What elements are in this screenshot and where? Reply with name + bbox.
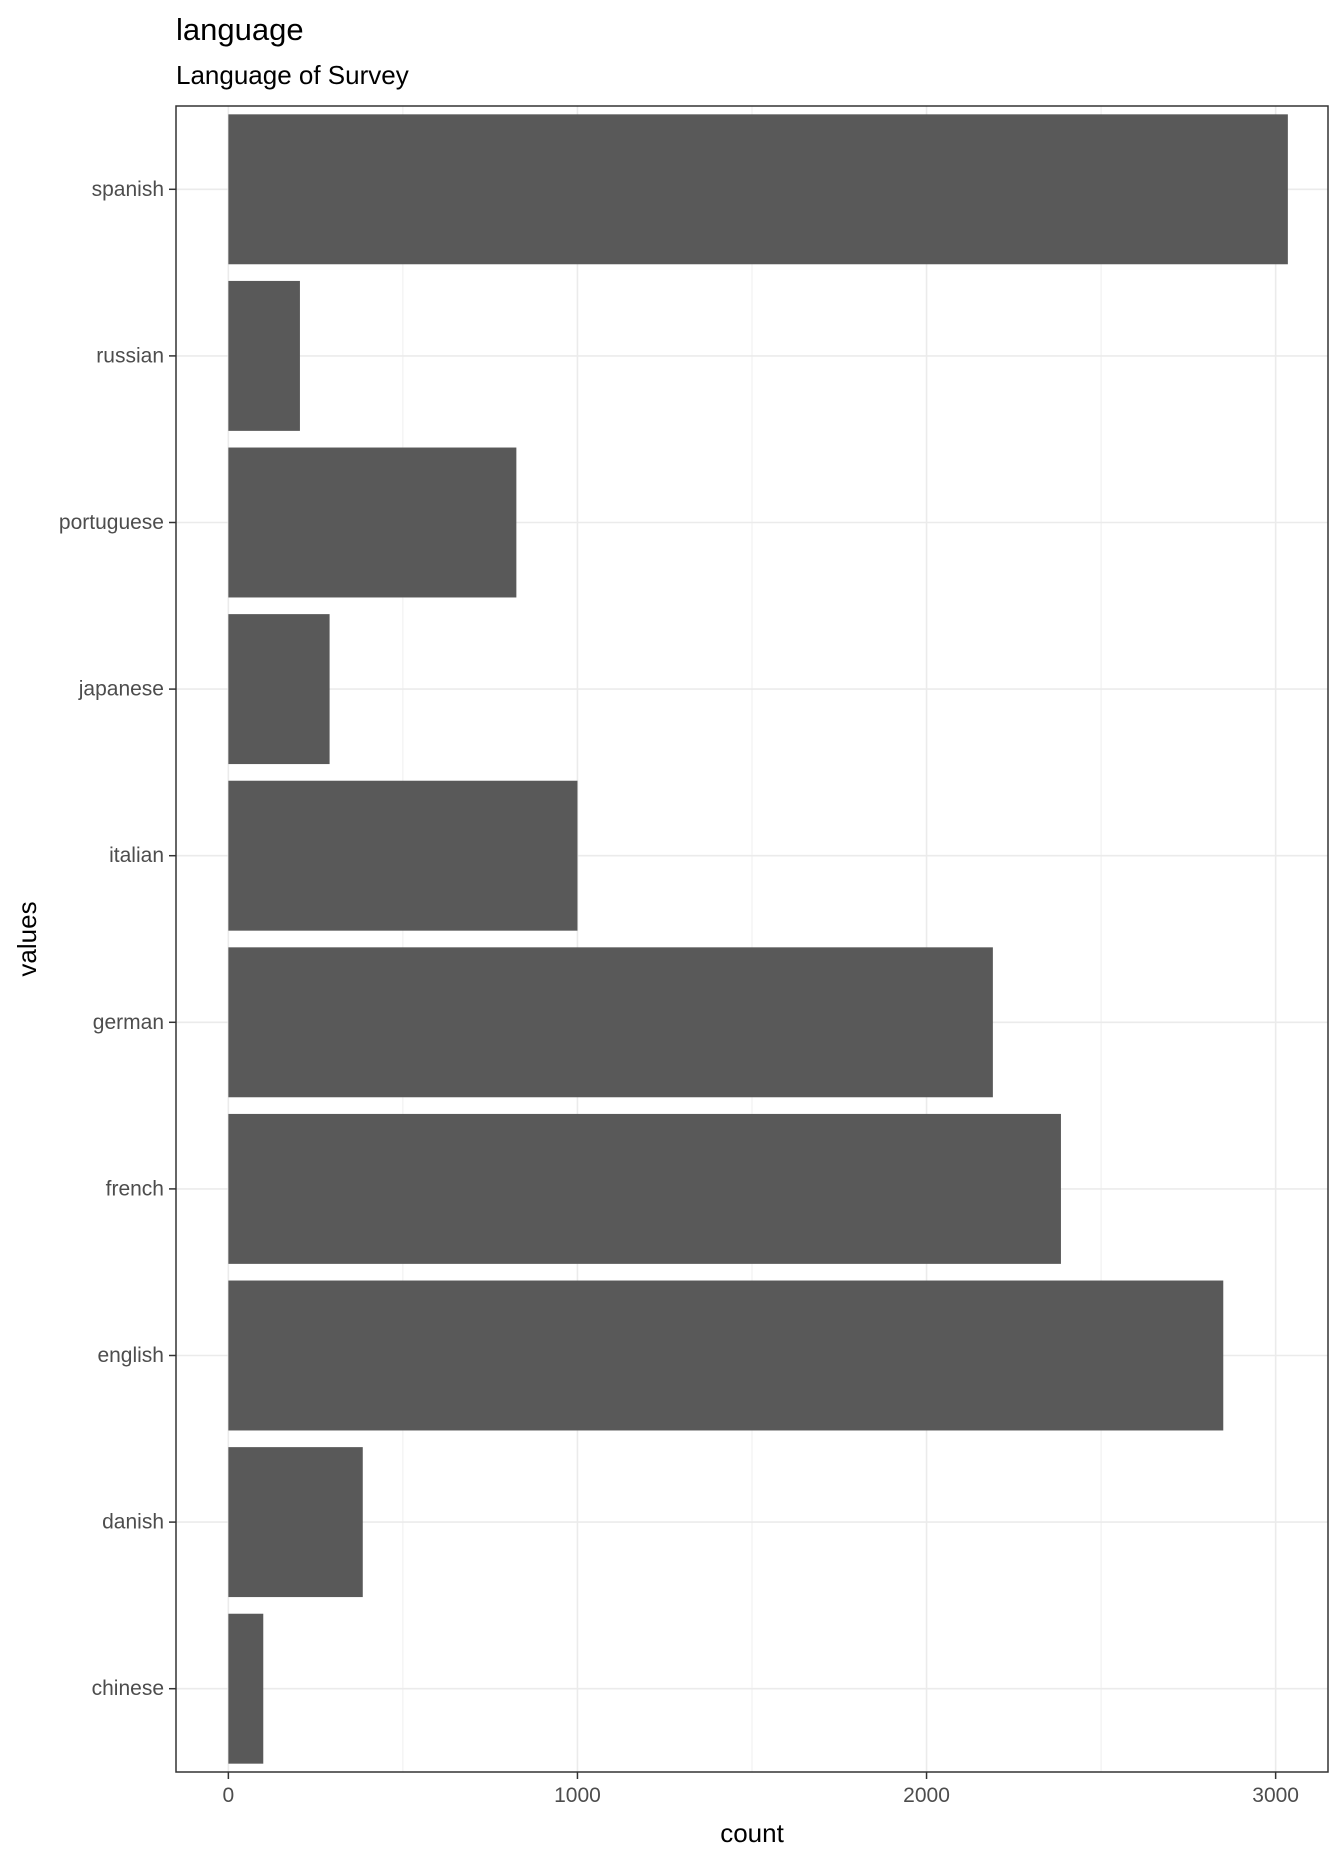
y-axis-title: values <box>12 901 42 976</box>
y-tick-label: russian <box>96 344 164 367</box>
bar-spanish <box>228 114 1288 265</box>
y-tick-label: danish <box>102 1511 164 1534</box>
panel-border <box>175 105 1329 1773</box>
x-tick-label: 3000 <box>1252 1784 1299 1807</box>
bar-danish <box>228 1447 363 1598</box>
bar-english <box>228 1280 1224 1431</box>
x-axis-title: count <box>720 1818 784 1848</box>
y-tick-label: japanese <box>78 678 164 701</box>
y-tick-label: spanish <box>92 178 164 201</box>
bar-chinese <box>228 1613 264 1764</box>
bar-french <box>228 1113 1061 1264</box>
y-tick-label: italian <box>109 844 164 867</box>
bar-russian <box>228 280 300 431</box>
x-tick-label: 0 <box>223 1784 235 1807</box>
y-axis: chinese danish english french german italian j… <box>59 178 176 1700</box>
x-tick-label: 2000 <box>903 1784 950 1807</box>
bar-italian <box>228 780 578 931</box>
bar-portuguese <box>228 447 517 598</box>
x-axis: 0 1000 2000 3000 <box>223 1772 1299 1807</box>
x-tick-label: 1000 <box>554 1784 601 1807</box>
y-tick-label: chinese <box>92 1677 164 1700</box>
chart-title: language <box>176 12 304 47</box>
bar-japanese <box>228 614 330 765</box>
y-tick-label: french <box>106 1177 164 1200</box>
bar-german <box>228 947 993 1098</box>
y-tick-label: portuguese <box>59 511 164 534</box>
y-tick-label: english <box>97 1344 164 1367</box>
y-tick-label: german <box>93 1011 164 1034</box>
chart-subtitle: Language of Survey <box>176 60 409 90</box>
bars <box>228 114 1288 1764</box>
